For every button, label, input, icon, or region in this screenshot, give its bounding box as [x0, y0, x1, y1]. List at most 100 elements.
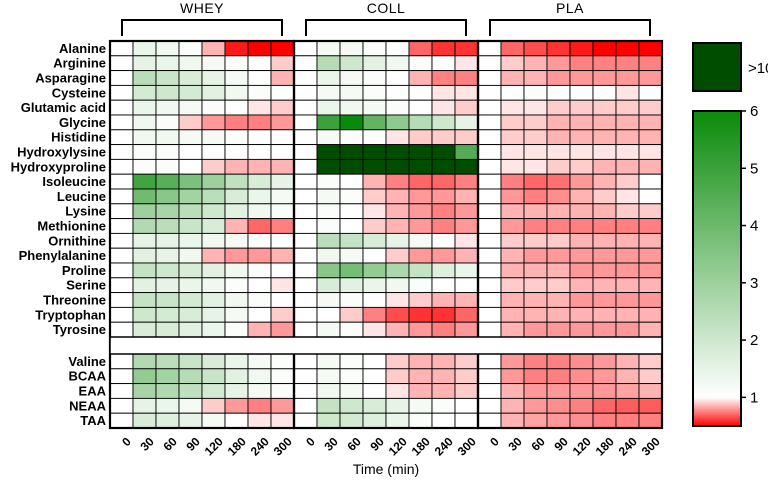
- cell-coll-cysteine-t300: [454, 84, 479, 101]
- cell-whey-methionine-t30: [132, 218, 157, 234]
- row-label-arginine: Arginine: [53, 56, 106, 71]
- cell-coll-hydroxyproline-t300: [454, 158, 479, 175]
- cell-coll-phenylalanine-t180: [408, 247, 433, 264]
- cell-coll-histidine-t90: [362, 129, 387, 146]
- x-tick-pla-300: 300: [639, 434, 663, 458]
- cell-coll-serine-t120: [385, 277, 410, 294]
- cell-pla-methionine-t300: [638, 218, 663, 234]
- colorbar-overflow-label: >10: [748, 60, 768, 77]
- cell-pla-hydroxylysine-t180: [592, 144, 617, 160]
- row-label-hydroxylysine: Hydroxylysine: [17, 145, 106, 160]
- cell-whey-arginine-t180: [224, 55, 249, 72]
- cell-whey-threonine-t0: [109, 292, 134, 308]
- cell-coll-threonine-t30: [316, 292, 341, 308]
- cell-coll-leucine-t90: [362, 188, 387, 205]
- cell-coll-methionine-t180: [408, 218, 433, 234]
- cell-whey-asparagine-t300: [270, 70, 295, 86]
- cell-whey-taa-t90: [178, 412, 203, 429]
- cell-whey-proline-t180: [224, 262, 249, 279]
- x-tick-whey-60: 60: [160, 434, 180, 454]
- cell-whey-alanine-t180: [224, 40, 249, 57]
- cell-pla-lysine-t0: [477, 203, 502, 220]
- group-label-coll: COLL: [367, 0, 406, 16]
- cell-coll-valine-t180: [408, 353, 433, 370]
- cell-whey-hydroxyproline-t90: [178, 158, 203, 175]
- cell-coll-leucine-t240: [431, 188, 456, 205]
- cell-coll-proline-t240: [431, 262, 456, 279]
- cell-pla-tryptophan-t90: [546, 306, 571, 323]
- cell-coll-asparagine-t120: [385, 70, 410, 86]
- cell-coll-hydroxylysine-t120: [385, 144, 410, 160]
- cell-coll-eaa-t240: [431, 383, 456, 399]
- cell-whey-glycine-t30: [132, 114, 157, 131]
- cell-whey-methionine-t180: [224, 218, 249, 234]
- cell-whey-serine-t240: [247, 277, 272, 294]
- cell-coll-serine-t240: [431, 277, 456, 294]
- cell-coll-glycine-t30: [316, 114, 341, 131]
- cell-pla-eaa-t120: [569, 383, 594, 399]
- cell-coll-lysine-t180: [408, 203, 433, 220]
- cell-pla-cysteine-t240: [615, 84, 640, 101]
- cell-pla-tryptophan-t120: [569, 306, 594, 323]
- cell-coll-taa-t0: [293, 412, 318, 429]
- cell-pla-hydroxylysine-t30: [500, 144, 525, 160]
- cell-coll-hydroxyproline-t0: [293, 158, 318, 175]
- cell-whey-arginine-t120: [201, 55, 226, 72]
- row-label-serine: Serine: [66, 278, 106, 293]
- row-label-taa: TAA: [80, 413, 106, 428]
- cell-pla-threonine-t60: [523, 292, 548, 308]
- colorbar-gradient: [692, 110, 742, 427]
- cell-pla-threonine-t120: [569, 292, 594, 308]
- cell-whey-threonine-t300: [270, 292, 295, 308]
- cell-pla-hydroxyproline-t180: [592, 158, 617, 175]
- cell-coll-tryptophan-t60: [339, 306, 364, 323]
- cell-coll-glutamic-acid-t90: [362, 99, 387, 116]
- cell-whey-alanine-t300: [270, 40, 295, 57]
- x-tick-whey-90: 90: [183, 434, 203, 454]
- cell-pla-isoleucine-t90: [546, 173, 571, 190]
- cell-pla-asparagine-t30: [500, 70, 525, 86]
- row-label-hydroxyproline: Hydroxyproline: [11, 159, 106, 174]
- cell-whey-lysine-t300: [270, 203, 295, 220]
- row-label-eaa: EAA: [79, 384, 107, 399]
- cell-pla-leucine-t60: [523, 188, 548, 205]
- cell-whey-glycine-t0: [109, 114, 134, 131]
- cell-pla-phenylalanine-t30: [500, 247, 525, 264]
- cell-coll-tyrosine-t300: [454, 321, 479, 338]
- cell-coll-tryptophan-t90: [362, 306, 387, 323]
- cell-whey-tryptophan-t0: [109, 306, 134, 323]
- cell-whey-ornithine-t120: [201, 232, 226, 249]
- cell-whey-glycine-t240: [247, 114, 272, 131]
- cell-whey-phenylalanine-t90: [178, 247, 203, 264]
- cell-coll-isoleucine-t90: [362, 173, 387, 190]
- cell-whey-eaa-t60: [155, 383, 180, 399]
- cell-pla-leucine-t240: [615, 188, 640, 205]
- cell-pla-serine-t240: [615, 277, 640, 294]
- cell-coll-asparagine-t90: [362, 70, 387, 86]
- cell-whey-serine-t300: [270, 277, 295, 294]
- cell-whey-eaa-t120: [201, 383, 226, 399]
- cell-pla-tryptophan-t0: [477, 306, 502, 323]
- cell-pla-hydroxyproline-t300: [638, 158, 663, 175]
- cell-whey-leucine-t60: [155, 188, 180, 205]
- cell-pla-neaa-t240: [615, 397, 640, 414]
- cell-pla-eaa-t300: [638, 383, 663, 399]
- cell-whey-cysteine-t60: [155, 84, 180, 101]
- cell-whey-tryptophan-t120: [201, 306, 226, 323]
- cell-whey-eaa-t0: [109, 383, 134, 399]
- cell-coll-hydroxyproline-t60: [339, 158, 364, 175]
- cell-pla-serine-t90: [546, 277, 571, 294]
- colorbar: >10 6 5 4 3 2 1: [692, 42, 768, 427]
- cell-coll-threonine-t90: [362, 292, 387, 308]
- cell-whey-serine-t90: [178, 277, 203, 294]
- cell-whey-hydroxylysine-t240: [247, 144, 272, 160]
- cell-coll-hydroxylysine-t300: [454, 144, 479, 160]
- cell-whey-glutamic-acid-t240: [247, 99, 272, 116]
- x-tick-pla-90: 90: [551, 434, 571, 454]
- cell-coll-histidine-t120: [385, 129, 410, 146]
- cell-pla-proline-t240: [615, 262, 640, 279]
- cell-whey-alanine-t240: [247, 40, 272, 57]
- cell-pla-tyrosine-t180: [592, 321, 617, 338]
- cell-pla-arginine-t300: [638, 55, 663, 72]
- cell-coll-neaa-t240: [431, 397, 456, 414]
